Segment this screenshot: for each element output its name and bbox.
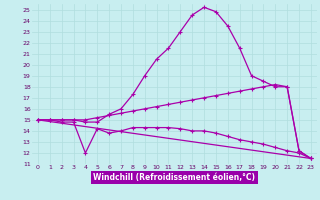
X-axis label: Windchill (Refroidissement éolien,°C): Windchill (Refroidissement éolien,°C) — [93, 173, 255, 182]
